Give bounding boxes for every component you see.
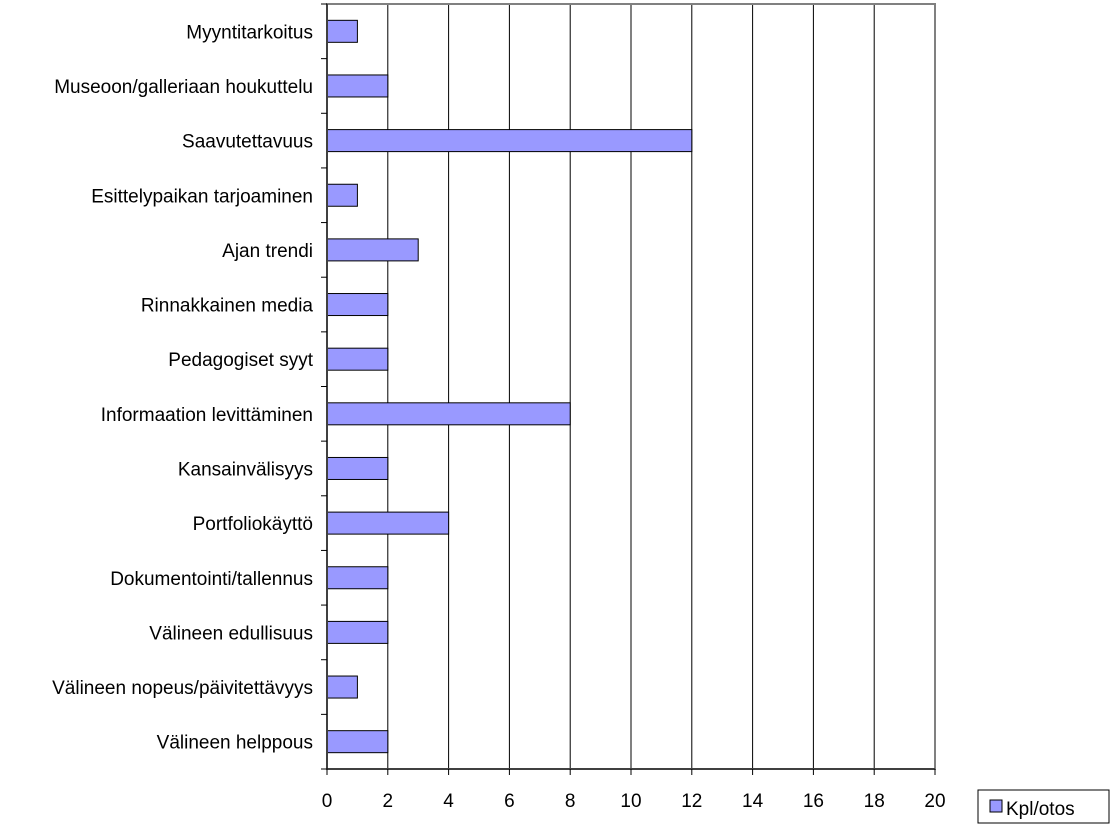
bar [326, 347, 389, 371]
x-tick-label: 0 [322, 791, 333, 812]
bar [326, 402, 571, 426]
x-tick-label: 8 [565, 791, 576, 812]
gridlines [387, 4, 875, 769]
bar [326, 675, 358, 699]
x-axis-ticks: 0 2 4 6 8 10 12 14 16 18 20 [322, 769, 946, 812]
y-category-label: Kansainvälisyys [178, 459, 313, 480]
bar [326, 129, 693, 153]
legend-label: Kpl/otos [1006, 799, 1075, 820]
x-tick-label: 4 [443, 791, 454, 812]
x-tick-label: 12 [681, 791, 702, 812]
x-tick-label: 6 [504, 791, 515, 812]
y-category-label: Välineen helppous [157, 733, 313, 754]
bar [326, 19, 358, 43]
legend: Kpl/otos [977, 789, 1110, 824]
x-tick-label: 16 [803, 791, 824, 812]
y-axis-ticks: Myyntitarkoitus Museoon/galleriaan houkut… [52, 3, 327, 770]
y-category-label: Myyntitarkoitus [186, 22, 313, 43]
x-tick-label: 14 [742, 791, 764, 812]
y-category-label: Informaation levittäminen [101, 405, 313, 426]
legend-swatch [989, 799, 1003, 813]
x-tick-label: 10 [620, 791, 641, 812]
bar [326, 293, 389, 317]
y-category-label: Ajan trendi [222, 241, 313, 262]
y-category-label: Välineen nopeus/päivitettävyys [52, 678, 313, 699]
y-category-label: Pedagogiset syyt [168, 350, 313, 371]
y-category-label: Museoon/galleriaan houkuttelu [54, 77, 313, 98]
bar [326, 730, 389, 754]
bar [326, 620, 389, 644]
x-tick-label: 2 [383, 791, 394, 812]
bar [326, 511, 450, 535]
bar [326, 183, 358, 207]
bar [326, 74, 389, 98]
x-tick-label: 20 [924, 791, 945, 812]
y-category-label: Esittelypaikan tarjoaminen [91, 186, 313, 207]
y-category-label: Portfoliokäyttö [193, 514, 313, 535]
bar [326, 566, 389, 590]
y-category-label: Välineen edullisuus [149, 623, 313, 644]
y-category-label: Dokumentointi/tallennus [110, 569, 313, 590]
y-category-label: Saavutettavuus [182, 132, 313, 153]
bar [326, 238, 419, 262]
x-tick-label: 18 [864, 791, 885, 812]
bar [326, 456, 389, 480]
y-category-label: Rinnakkainen media [141, 296, 314, 317]
